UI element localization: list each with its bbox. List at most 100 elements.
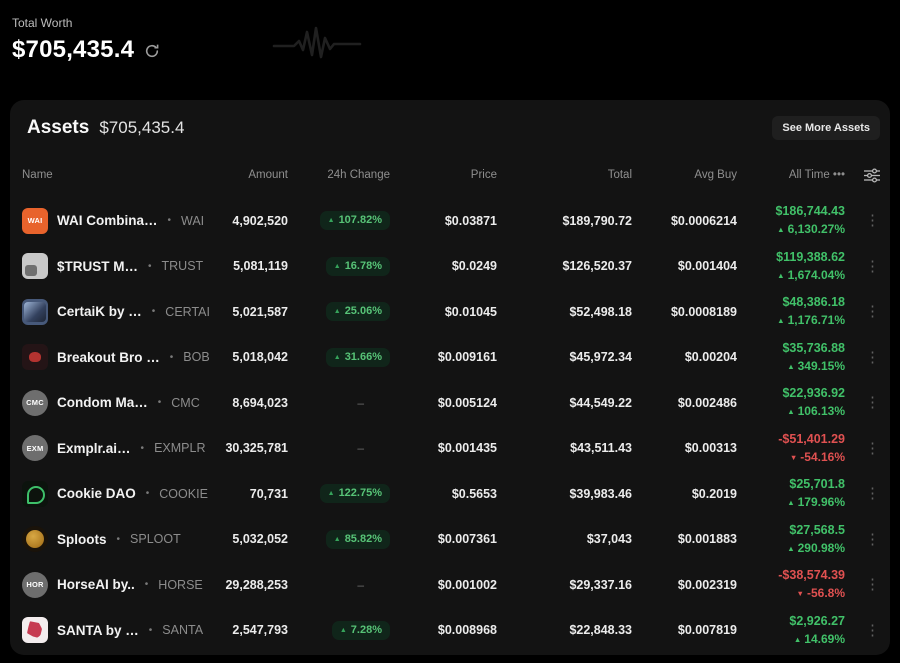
asset-row[interactable]: CertaiK by … • CERTAI 5,021,587 ▲ 25.06% … bbox=[10, 289, 890, 335]
token-name-cell: Breakout Bro … • BOB bbox=[22, 344, 210, 371]
col-header-24h-change[interactable]: 24h Change bbox=[327, 169, 390, 181]
row-menu-icon[interactable]: ⋮ bbox=[865, 576, 880, 594]
price-cell: $0.007361 bbox=[437, 532, 497, 547]
asset-row[interactable]: $TRUST M… • TRUST 5,081,119 ▲ 16.78% $0.0… bbox=[10, 244, 890, 290]
asset-row[interactable]: Breakout Bro … • BOB 5,018,042 ▲ 31.66% $… bbox=[10, 335, 890, 381]
row-menu-icon[interactable]: ⋮ bbox=[865, 303, 880, 321]
change-cell: ▲ 107.82% bbox=[288, 211, 390, 231]
col-header-avg-buy[interactable]: Avg Buy bbox=[694, 169, 737, 181]
all-time-percent: ▼ -56.8% bbox=[796, 586, 845, 601]
row-menu-icon[interactable]: ⋮ bbox=[865, 257, 880, 275]
change-badge: ▲ 16.78% bbox=[325, 256, 390, 276]
row-menu-icon[interactable]: ⋮ bbox=[865, 485, 880, 503]
token-ticker: CERTAI bbox=[165, 304, 210, 319]
refresh-icon[interactable] bbox=[144, 43, 160, 59]
row-menu-icon[interactable]: ⋮ bbox=[865, 212, 880, 230]
all-time-cell: $35,736.88 ▲ 349.15% bbox=[737, 339, 845, 376]
token-name-cell: HOR HorseAI by.. • HORSE bbox=[22, 571, 203, 598]
change-cell: ▲ 122.75% bbox=[288, 484, 390, 504]
col-header-all-time[interactable]: All Time ••• bbox=[788, 169, 845, 181]
change-cell: ▲ 31.66% bbox=[288, 347, 390, 367]
asset-row[interactable]: Sploots • SPLOOT 5,032,052 ▲ 85.82% $0.00… bbox=[10, 517, 890, 563]
asset-row[interactable]: Cookie DAO • COOKIE 70,731 ▲ 122.75% $0.5… bbox=[10, 471, 890, 517]
amount-cell: 30,325,781 bbox=[225, 441, 288, 456]
token-name: CertaiK by … bbox=[57, 304, 142, 320]
token-name: $TRUST M… bbox=[57, 258, 138, 274]
asset-row[interactable]: CMC Condom Ma… • CMC 8,694,023 – $0.0051… bbox=[10, 380, 890, 426]
see-more-assets-button[interactable]: See More Assets bbox=[772, 116, 880, 140]
ticker-separator: • bbox=[144, 579, 149, 591]
all-time-percent: ▲ 14.69% bbox=[793, 631, 845, 646]
all-time-cell: $119,388.62 ▲ 1,674.04% bbox=[737, 248, 845, 285]
avg-buy-cell: $0.002486 bbox=[677, 395, 737, 410]
all-time-percent: ▼ -54.16% bbox=[789, 449, 845, 464]
avg-buy-cell: $0.2019 bbox=[691, 486, 737, 501]
col-header-name[interactable]: Name bbox=[22, 169, 53, 181]
change-badge: ▲ 122.75% bbox=[319, 484, 390, 504]
all-time-value: $2,926.27 bbox=[789, 613, 845, 628]
assets-panel: Assets $705,435.4 See More Assets Name A… bbox=[10, 100, 890, 655]
change-badge: ▲ 107.82% bbox=[319, 211, 390, 231]
all-time-percent: ▲ 1,674.04% bbox=[777, 267, 845, 282]
token-name: Exmplr.ai… bbox=[57, 440, 131, 456]
trend-triangle-icon: ▲ bbox=[787, 361, 795, 371]
trend-triangle-icon: ▲ bbox=[793, 634, 802, 644]
all-time-value: $25,701.8 bbox=[789, 477, 845, 492]
row-menu-icon[interactable]: ⋮ bbox=[865, 348, 880, 366]
token-icon bbox=[22, 526, 48, 553]
price-cell: $0.03871 bbox=[444, 213, 497, 228]
asset-row[interactable]: HOR HorseAI by.. • HORSE 29,288,253 – $0… bbox=[10, 562, 890, 608]
assets-total-value: $705,435.4 bbox=[99, 118, 185, 137]
total-cell: $39,983.46 bbox=[569, 486, 632, 501]
page-header: Total Worth $705,435.4 bbox=[12, 16, 160, 64]
col-header-price[interactable]: Price bbox=[470, 169, 497, 181]
token-ticker: SPLOOT bbox=[130, 532, 181, 547]
token-ticker: COOKIE bbox=[159, 486, 208, 501]
token-name-cell: CMC Condom Ma… • CMC bbox=[22, 389, 200, 416]
trend-triangle-icon: ▲ bbox=[777, 316, 785, 326]
amount-cell: 8,694,023 bbox=[232, 395, 288, 410]
row-menu-icon[interactable]: ⋮ bbox=[865, 394, 880, 412]
row-menu-icon[interactable]: ⋮ bbox=[865, 530, 880, 548]
ticker-separator: • bbox=[157, 397, 162, 409]
up-triangle-icon: ▲ bbox=[327, 490, 335, 498]
up-triangle-icon: ▲ bbox=[339, 626, 347, 634]
ticker-separator: • bbox=[116, 533, 121, 545]
token-ticker: WAI bbox=[181, 213, 205, 228]
trend-triangle-icon: ▲ bbox=[787, 543, 795, 553]
ticker-separator: • bbox=[140, 442, 145, 454]
token-name-cell: CertaiK by … • CERTAI bbox=[22, 298, 210, 325]
token-name: HorseAI by.. bbox=[57, 577, 135, 593]
asset-row[interactable]: EXM Exmplr.ai… • EXMPLR 30,325,781 – $0.… bbox=[10, 426, 890, 472]
amount-cell: 5,032,052 bbox=[232, 532, 288, 547]
change-cell: – bbox=[288, 441, 390, 455]
ticker-separator: • bbox=[151, 306, 156, 318]
token-icon bbox=[22, 253, 48, 280]
avg-buy-cell: $0.0008189 bbox=[670, 304, 737, 319]
asset-rows: WAI WAI Combina… • WAI 4,902,520 ▲ 107.82… bbox=[10, 198, 890, 653]
asset-row[interactable]: SANTA by … • SANTA 2,547,793 ▲ 7.28% $0.0… bbox=[10, 608, 890, 654]
total-cell: $189,790.72 bbox=[562, 213, 632, 228]
change-cell: ▲ 25.06% bbox=[288, 302, 390, 322]
token-name-cell: EXM Exmplr.ai… • EXMPLR bbox=[22, 435, 205, 462]
price-cell: $0.005124 bbox=[437, 395, 497, 410]
all-time-cell: $27,568.5 ▲ 290.98% bbox=[737, 521, 845, 558]
up-triangle-icon: ▲ bbox=[333, 535, 341, 543]
filter-icon[interactable] bbox=[864, 167, 880, 183]
all-time-cell: $25,701.8 ▲ 179.96% bbox=[737, 475, 845, 512]
avg-buy-cell: $0.001404 bbox=[677, 259, 737, 274]
trend-triangle-icon: ▲ bbox=[777, 270, 785, 280]
row-menu-icon[interactable]: ⋮ bbox=[865, 439, 880, 457]
asset-row[interactable]: WAI WAI Combina… • WAI 4,902,520 ▲ 107.82… bbox=[10, 198, 890, 244]
row-menu-icon[interactable]: ⋮ bbox=[865, 621, 880, 639]
col-header-amount[interactable]: Amount bbox=[248, 169, 288, 181]
avg-buy-cell: $0.00313 bbox=[684, 441, 737, 456]
amount-cell: 2,547,793 bbox=[232, 623, 288, 638]
token-ticker: BOB bbox=[183, 350, 210, 365]
change-cell: ▲ 16.78% bbox=[288, 256, 390, 276]
change-badge: ▲ 7.28% bbox=[331, 620, 390, 640]
total-worth-value: $705,435.4 bbox=[12, 36, 135, 63]
all-time-value: $27,568.5 bbox=[789, 522, 845, 537]
col-header-total[interactable]: Total bbox=[607, 169, 632, 181]
all-time-value: $48,386.18 bbox=[782, 295, 845, 310]
